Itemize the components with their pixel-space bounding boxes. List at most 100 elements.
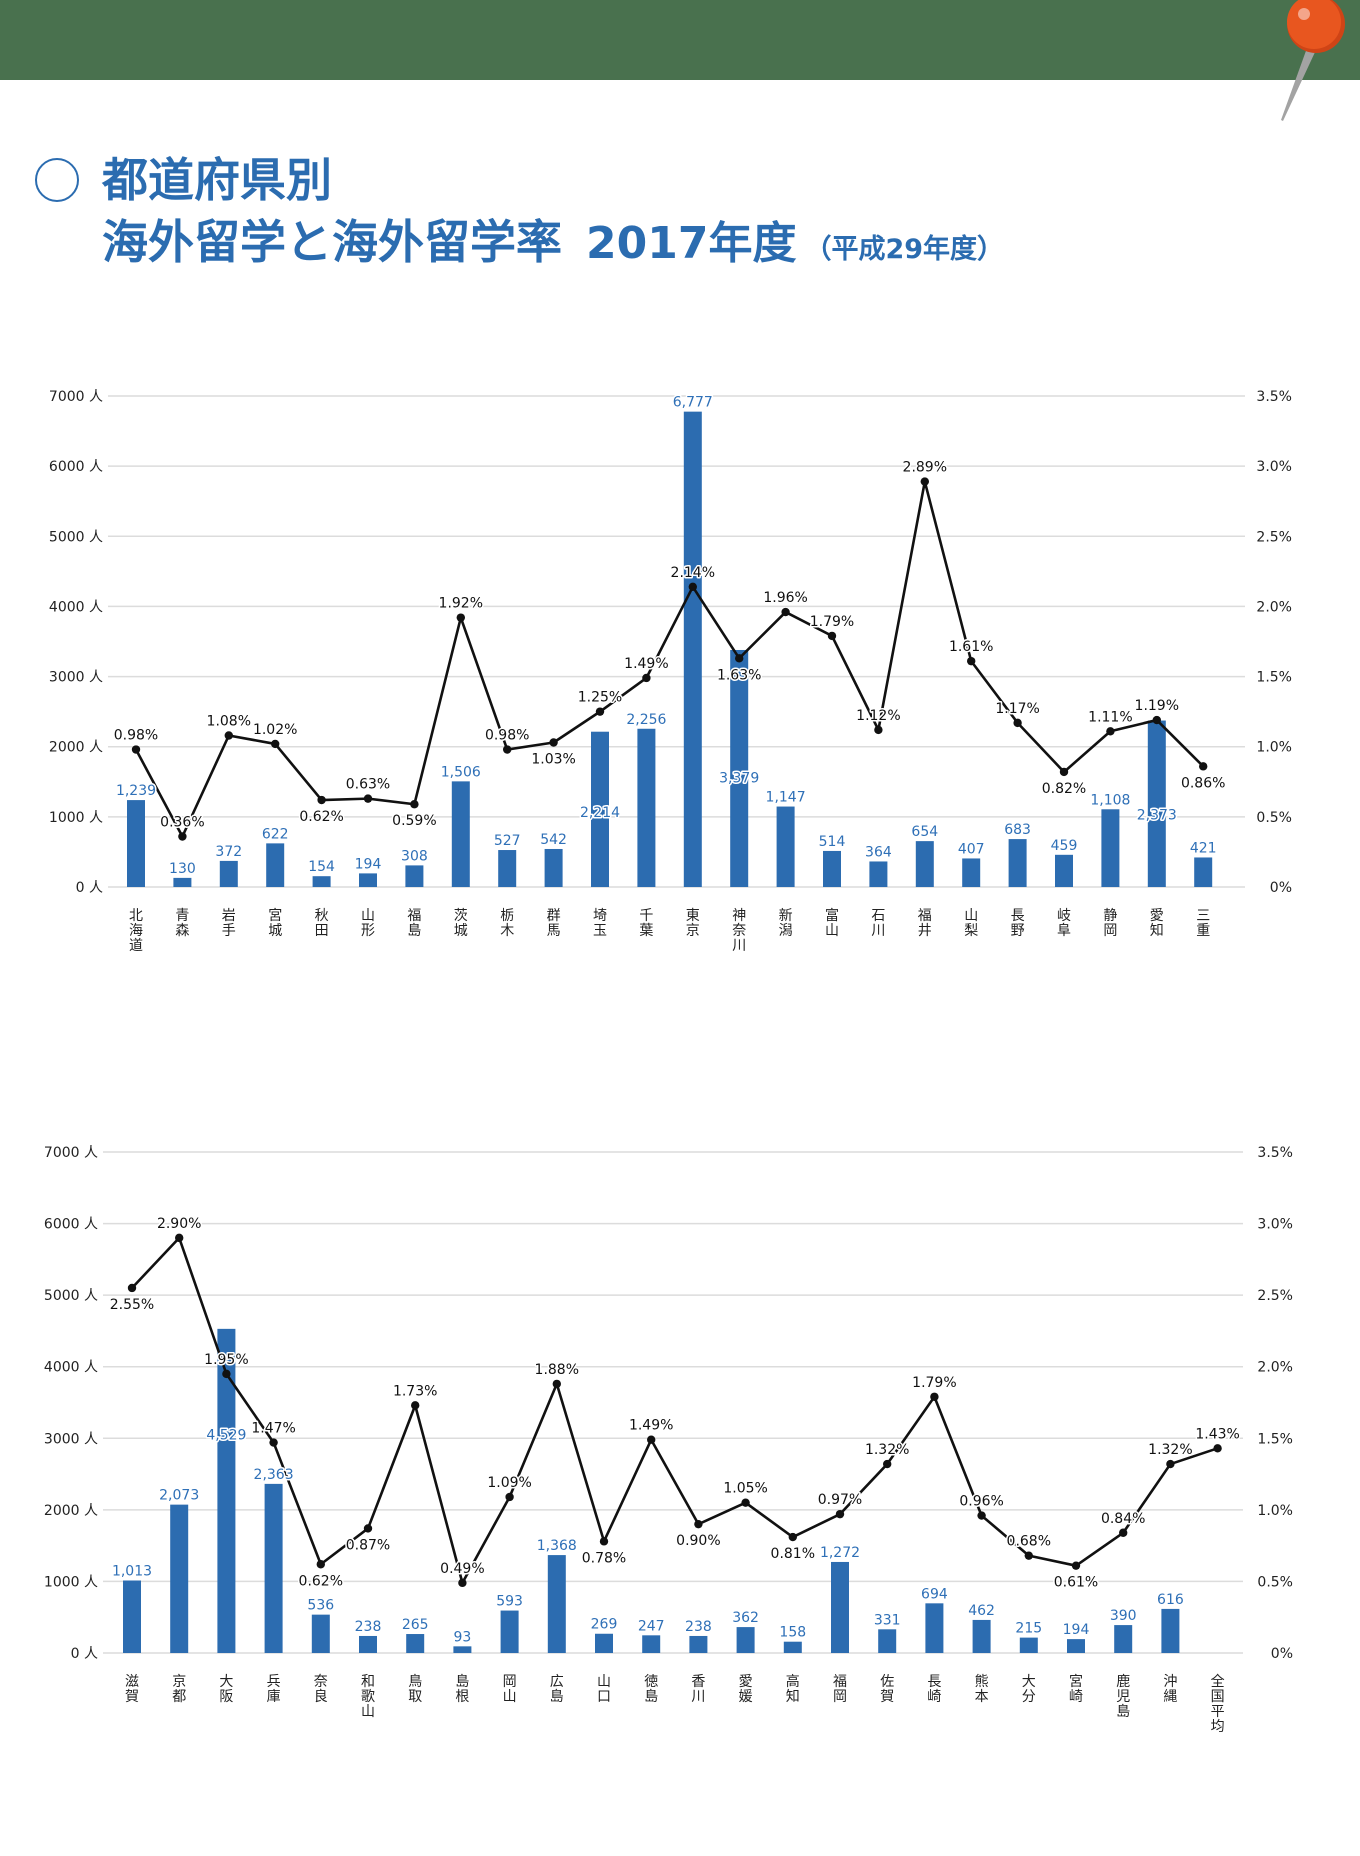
category-label: 青森 xyxy=(175,908,189,939)
pushpin-icon xyxy=(1281,0,1345,121)
rate-point xyxy=(131,745,141,754)
bar-value-label: 536 xyxy=(307,1598,334,1614)
y-axis-right-tick: 1.5% xyxy=(1256,670,1292,686)
category-label: 岡山 xyxy=(503,1674,517,1705)
category-label: 福岡 xyxy=(833,1674,847,1705)
rate-value-label: 1.63% xyxy=(717,667,761,683)
rate-point xyxy=(271,739,280,749)
category-label: 神奈川 xyxy=(732,908,746,954)
bar xyxy=(831,1561,849,1653)
rate-point xyxy=(178,832,187,841)
rate-point xyxy=(1024,1551,1034,1560)
bar-value-label: 616 xyxy=(1157,1592,1184,1608)
rate-value-label: 0.96% xyxy=(959,1494,1003,1510)
category-label: 島根 xyxy=(455,1674,469,1705)
bar xyxy=(127,800,145,887)
rate-value-label: 1.19% xyxy=(1135,698,1179,714)
category-label: 三重 xyxy=(1196,908,1210,939)
category-label: 栃木 xyxy=(500,908,514,939)
rate-line-group xyxy=(131,477,1208,841)
bar-value-label: 269 xyxy=(591,1617,618,1633)
category-label: 富山 xyxy=(825,907,839,939)
rate-value-label: 0.36% xyxy=(160,814,204,830)
rate-value-label: 0.61% xyxy=(1054,1575,1098,1591)
y-axis-left: 0 人 1000 人 2000 人 3000 人 4000 人 5000 人 6000 人 7… xyxy=(49,389,103,896)
rate-point xyxy=(920,477,929,486)
rate-point xyxy=(1166,1459,1175,1469)
category-label: 宮崎 xyxy=(1069,1674,1083,1705)
category-label: 静岡 xyxy=(1103,908,1117,939)
bar-value-label: 1,013 xyxy=(112,1563,152,1579)
y-axis-right-tick: 3.5% xyxy=(1257,1145,1293,1161)
bar-value-labels: 1,239 130 372 622 154 194 308 1,506 527 542 2,214 2… xyxy=(114,393,1218,878)
bars xyxy=(127,411,1213,887)
bar-value-label: 130 xyxy=(169,861,196,877)
bar xyxy=(405,865,424,887)
bar-value-label: 593 xyxy=(496,1594,523,1610)
y-axis-left-tick: 7000 人 xyxy=(44,1145,98,1161)
category-label: 滋賀 xyxy=(125,1674,139,1705)
bar xyxy=(1161,1608,1180,1653)
y-axis-right-tick: 2.5% xyxy=(1256,529,1292,545)
bar-value-label: 154 xyxy=(308,859,335,875)
category-label: 広島 xyxy=(550,1674,564,1705)
y-axis-right-tick: 3.0% xyxy=(1257,1217,1293,1233)
rate-point xyxy=(788,1532,797,1542)
rate-value-label: 1.32% xyxy=(1148,1442,1192,1458)
rate-point xyxy=(222,1369,231,1379)
bar xyxy=(359,1635,377,1653)
rate-line-group xyxy=(127,1233,1222,1588)
bar xyxy=(591,731,609,887)
rate-value-label: 0.78% xyxy=(582,1550,626,1566)
rate-point xyxy=(127,1283,137,1293)
category-label: 長崎 xyxy=(927,1674,941,1705)
rate-value-label: 1.73% xyxy=(393,1383,437,1399)
rate-point xyxy=(642,673,651,683)
gridlines xyxy=(108,395,1245,888)
rate-point xyxy=(269,1438,278,1447)
category-label: 熊本 xyxy=(975,1674,989,1705)
y-axis-right-tick: 2.5% xyxy=(1257,1288,1293,1304)
rate-point xyxy=(735,654,744,663)
rate-value-label: 0.98% xyxy=(114,728,158,744)
title-year: 2017年度 xyxy=(586,218,797,269)
category-label: 大分 xyxy=(1022,1674,1036,1705)
rate-value-label: 1.03% xyxy=(531,752,575,768)
rate-value-label: 1.92% xyxy=(439,596,483,612)
gridlines xyxy=(103,1151,1243,1654)
category-label: 埼玉 xyxy=(593,908,607,939)
y-axis-right-tick: 0.5% xyxy=(1257,1574,1293,1590)
category-label: 茨城 xyxy=(454,908,468,939)
bar-value-label: 247 xyxy=(638,1618,665,1634)
rate-value-label: 1.12% xyxy=(856,708,900,724)
bar xyxy=(1008,839,1027,887)
bar-value-label: 2,256 xyxy=(626,712,666,728)
rate-point xyxy=(456,613,465,622)
bar xyxy=(683,411,702,887)
rate-point xyxy=(781,607,790,617)
bar-value-label: 694 xyxy=(921,1586,948,1602)
bar xyxy=(359,873,377,887)
page-title-line1: 都道府県別 xyxy=(102,152,332,208)
rate-value-label: 0.87% xyxy=(346,1537,390,1553)
y-axis-right-tick: 3.5% xyxy=(1256,389,1292,405)
title-era-year: （平成29年度） xyxy=(804,234,1005,265)
rate-point xyxy=(175,1233,184,1243)
bar-value-label: 654 xyxy=(911,824,938,840)
bar-value-label: 1,108 xyxy=(1090,792,1130,808)
rate-value-label: 1.08% xyxy=(207,713,251,729)
bar xyxy=(266,843,285,887)
bar-value-label: 421 xyxy=(1190,840,1217,856)
rate-point xyxy=(827,631,837,641)
rate-value-label: 0.98% xyxy=(485,728,529,744)
rate-value-label: 1.95% xyxy=(204,1352,248,1368)
category-label: 奈良 xyxy=(314,1674,328,1705)
bar-value-label: 542 xyxy=(540,832,567,848)
bar xyxy=(123,1580,141,1653)
rate-point xyxy=(1119,1528,1128,1537)
bar xyxy=(1101,809,1120,887)
bar-value-label: 372 xyxy=(215,844,242,860)
bar-value-label: 527 xyxy=(494,833,521,849)
bar xyxy=(219,860,238,887)
